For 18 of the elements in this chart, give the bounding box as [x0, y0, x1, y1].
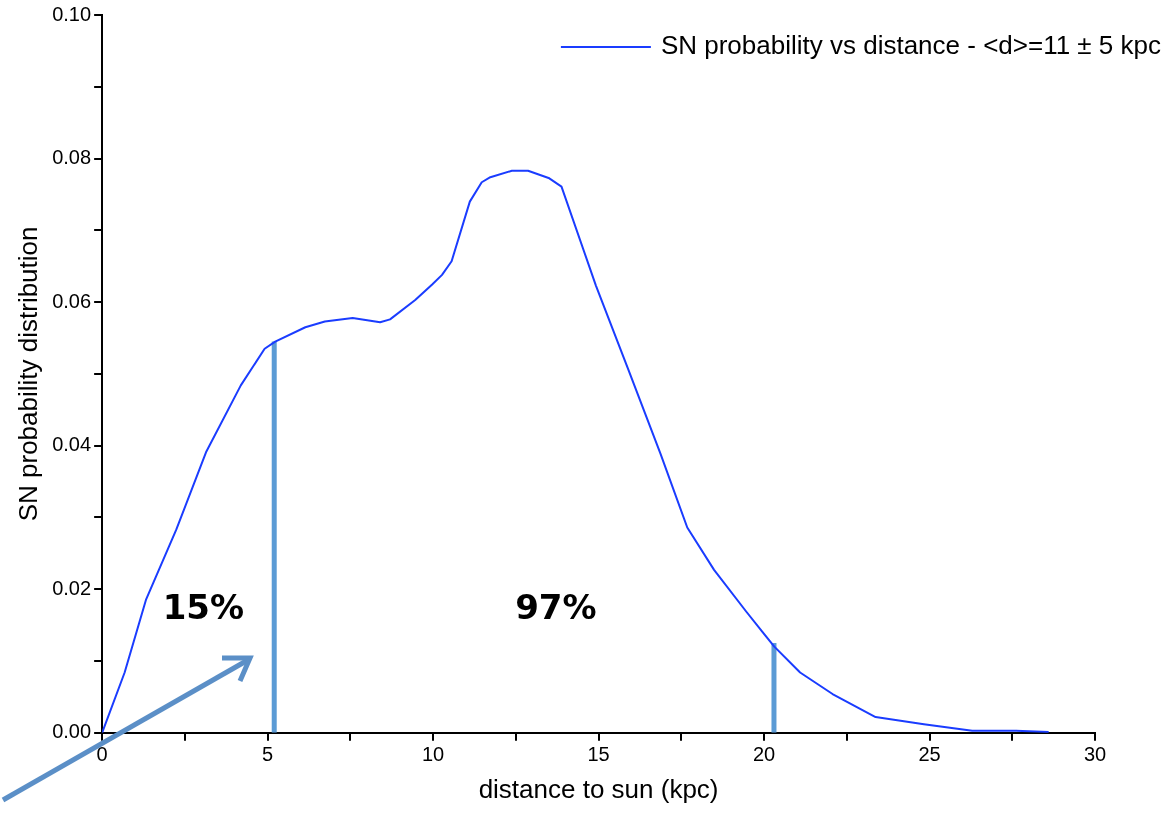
y-tick-label: 0.08	[52, 146, 92, 169]
x-tick-label: 10	[421, 743, 445, 766]
x-tick-label: 25	[918, 743, 941, 766]
y-tick-label: 0.00	[52, 720, 92, 743]
y-axis-title: SN probability distribution	[12, 226, 43, 522]
y-tick-label: 0.10	[52, 2, 92, 25]
x-tick-label: 15	[587, 743, 610, 766]
x-tick-label: 5	[262, 743, 274, 766]
y-tick-label: 0.04	[52, 433, 92, 456]
x-tick-label: 20	[752, 743, 776, 766]
legend-label: SN probability vs distance - <d>=11 ± 5 kpc	[660, 30, 1161, 61]
y-tick-label: 0.06	[52, 289, 92, 312]
x-axis-title: distance to sun (kpc)	[478, 773, 719, 804]
y-tick-label: 0.02	[52, 576, 92, 599]
annotation: 15%	[162, 586, 245, 627]
x-tick-label: 30	[1083, 743, 1107, 766]
annotation: 97%	[515, 586, 597, 627]
x-tick-label: 0	[96, 743, 108, 766]
